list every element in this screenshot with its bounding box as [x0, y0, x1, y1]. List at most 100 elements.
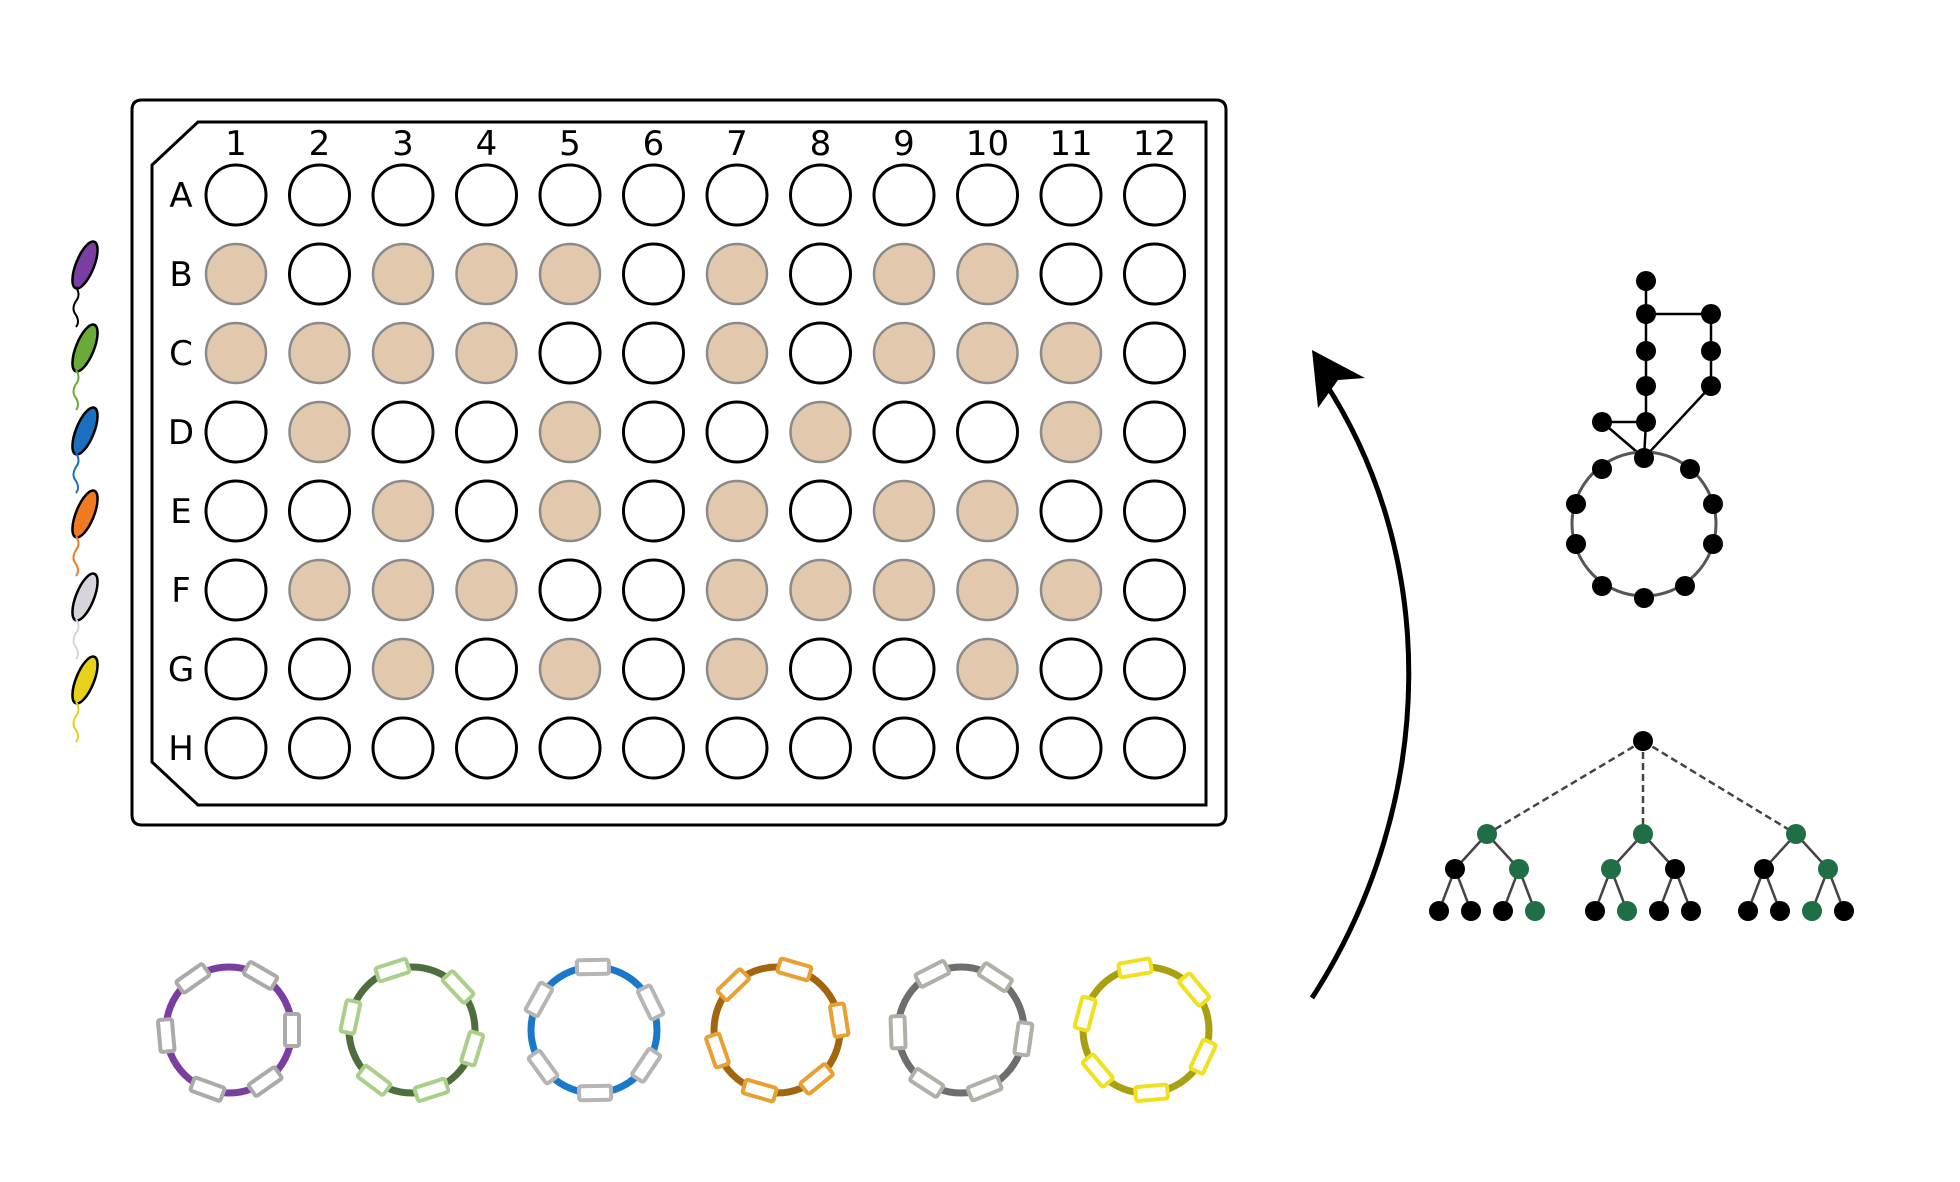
well-filled: [956, 558, 1019, 622]
well-empty: [288, 242, 351, 306]
arrow-shaft: [1309, 370, 1412, 1000]
well-empty: [789, 716, 852, 780]
plate-inner-border: [150, 120, 1208, 807]
well-empty: [622, 479, 685, 543]
plasmid-feature: [526, 1048, 560, 1086]
arrow-head-icon: [1312, 350, 1365, 408]
well-empty: [538, 321, 602, 385]
well-empty: [956, 400, 1019, 464]
row-label: E: [170, 492, 191, 532]
plasmid-feature: [965, 1074, 1004, 1103]
plasmid-feature: [174, 962, 212, 995]
well-empty: [622, 400, 685, 464]
orange-plasmid: [704, 956, 851, 1104]
plasmid-feature: [1133, 1082, 1170, 1103]
well-empty: [1039, 163, 1103, 227]
graph-node: [1703, 534, 1723, 554]
well-empty: [204, 400, 268, 464]
well-filled: [956, 479, 1019, 543]
graph-node: [1566, 534, 1586, 554]
tree-node: [1834, 901, 1854, 921]
well-empty: [705, 163, 769, 227]
column-label: 5: [559, 124, 581, 164]
well-empty: [538, 558, 602, 622]
well-empty: [371, 400, 435, 464]
well-empty: [622, 242, 685, 306]
row-label: A: [169, 176, 192, 216]
well-empty: [288, 716, 351, 780]
tree-node: [1509, 859, 1529, 879]
well-filled: [371, 242, 435, 306]
bacterium-icon: [71, 240, 99, 328]
graph-node: [1636, 376, 1656, 396]
well-empty: [538, 163, 602, 227]
well-filled: [872, 558, 936, 622]
well-empty: [204, 558, 268, 622]
graph-node: [1703, 494, 1723, 514]
well-empty: [872, 400, 936, 464]
graph-node: [1592, 576, 1612, 596]
tree-node: [1649, 901, 1669, 921]
tree-node: [1681, 901, 1701, 921]
tree-node: [1770, 901, 1790, 921]
well-filled: [288, 558, 351, 622]
tree-node: [1493, 901, 1513, 921]
column-label: 9: [893, 124, 915, 164]
column-label: 2: [309, 124, 331, 164]
plasmid-feature: [246, 1065, 284, 1098]
well-empty: [956, 716, 1019, 780]
plasmid-feature: [241, 960, 280, 991]
well-empty: [371, 716, 435, 780]
column-label: 6: [643, 124, 665, 164]
row-label: F: [171, 571, 191, 611]
well-empty: [789, 321, 852, 385]
graph-node: [1636, 271, 1656, 291]
hierarchical-tree: [1429, 731, 1854, 921]
well-filled: [538, 400, 602, 464]
well-filled: [371, 479, 435, 543]
blue-plasmid: [523, 957, 666, 1103]
well-empty: [288, 163, 351, 227]
well-empty: [288, 637, 351, 701]
well-empty: [371, 163, 435, 227]
plasmid-feature: [373, 957, 412, 984]
tree-node: [1665, 859, 1685, 879]
well-empty: [872, 637, 936, 701]
plasmid-feature: [1080, 1052, 1115, 1089]
well-filled: [872, 321, 936, 385]
well-empty: [204, 637, 268, 701]
tree-node: [1477, 824, 1497, 844]
well-filled: [1039, 321, 1103, 385]
well-empty: [789, 242, 852, 306]
plasmid-feature: [1012, 1020, 1035, 1058]
curved-arrow: [1309, 350, 1412, 1000]
tree-edge: [1642, 739, 1797, 836]
tree-node: [1754, 859, 1774, 879]
well-filled: [288, 400, 351, 464]
well-empty: [872, 163, 936, 227]
bacterium-icon: [71, 489, 99, 577]
plasmid-feature: [976, 961, 1014, 993]
well-empty: [705, 716, 769, 780]
plasmid-feature: [828, 1001, 851, 1039]
plasmid-feature: [1188, 1037, 1218, 1076]
well-empty: [622, 163, 685, 227]
plasmid-feature: [775, 956, 814, 983]
well-empty: [455, 400, 518, 464]
graph-node: [1566, 494, 1586, 514]
graph-node: [1701, 304, 1721, 324]
graph-node: [1634, 448, 1654, 468]
graph-node: [1701, 341, 1721, 361]
well-empty: [1039, 242, 1103, 306]
plasmids: [156, 956, 1218, 1104]
tree-node: [1601, 859, 1621, 879]
tree-node: [1585, 901, 1605, 921]
plasmid-feature: [630, 1046, 663, 1084]
column-label: 1: [225, 124, 247, 164]
graph-node: [1701, 376, 1721, 396]
plasmid-feature: [798, 1062, 835, 1096]
well-filled: [538, 479, 602, 543]
plate-outer-border: [130, 98, 1228, 827]
well-filled: [1039, 558, 1103, 622]
